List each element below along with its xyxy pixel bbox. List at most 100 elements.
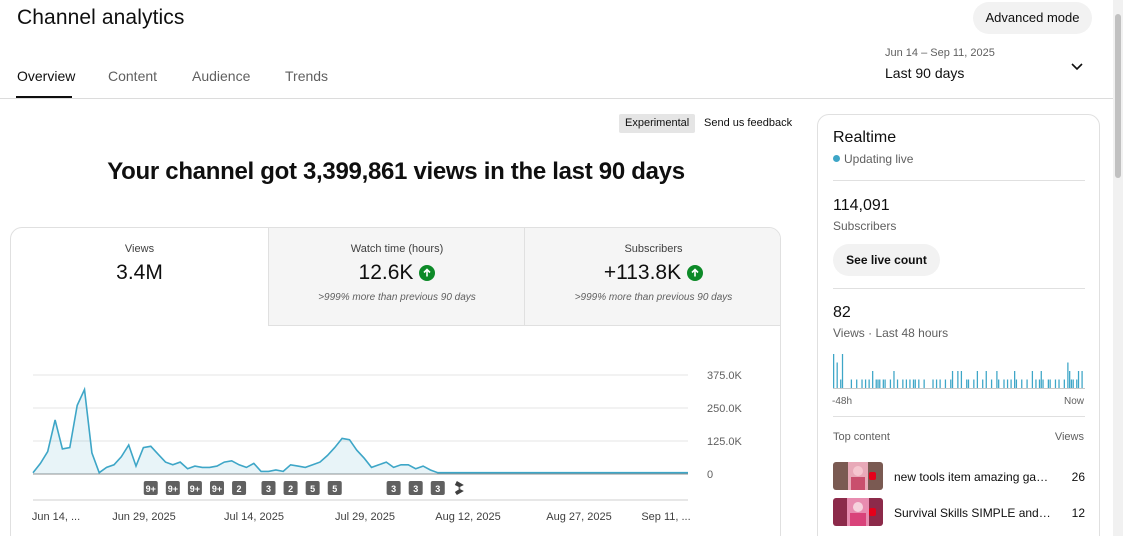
arrow-up-icon: [419, 265, 436, 281]
video-marker-label: 9+: [168, 484, 178, 494]
realtime-bar: [1076, 379, 1078, 388]
realtime-bar: [836, 362, 838, 388]
metric-watch-time[interactable]: Watch time (hours) 12.6K >999% more than…: [268, 228, 525, 326]
realtime-bar: [1010, 379, 1012, 388]
date-range-label[interactable]: Last 90 days: [885, 65, 965, 81]
video-marker-label: 2: [237, 484, 242, 494]
views-chart[interactable]: 0 125.0K 250.0K 375.0K Jun 14, ... Jun 29, 20…: [0, 340, 781, 536]
realtime-bar: [966, 379, 968, 388]
realtime-bar: [1042, 379, 1044, 388]
arrow-up-icon: [687, 265, 704, 281]
page-scrollbar[interactable]: [1113, 0, 1123, 536]
realtime-bar: [1003, 379, 1005, 388]
top-bar: Channel analytics Advanced mode: [0, 0, 1113, 36]
realtime-bar: [1081, 371, 1083, 388]
realtime-bar: [861, 379, 863, 388]
video-marker-label: 9+: [190, 484, 200, 494]
shorts-icon: [454, 481, 464, 495]
video-thumbnail[interactable]: [833, 498, 883, 526]
tab-audience[interactable]: Audience: [192, 68, 251, 84]
realtime-bar: [951, 371, 954, 388]
realtime-bar: [976, 371, 979, 388]
realtime-title: Realtime: [833, 129, 897, 146]
video-marker-label: 3: [413, 484, 418, 494]
top-content-row[interactable]: Survival Skills SIMPLE and U... 12: [833, 498, 1085, 528]
realtime-bar: [967, 379, 970, 388]
video-marker: [386, 481, 401, 495]
video-marker-label: 5: [310, 484, 315, 494]
realtime-bar: [850, 379, 853, 388]
axis-end-label: Now: [1063, 396, 1084, 407]
top-views-label: Views: [1054, 431, 1084, 443]
divider: [833, 288, 1085, 289]
realtime-bar: [990, 379, 993, 388]
realtime-bar: [960, 371, 963, 388]
video-marker: [143, 481, 158, 495]
realtime-bar: [872, 371, 874, 388]
realtime-bar: [973, 379, 975, 388]
divider: [833, 180, 1085, 181]
realtime-bar: [882, 379, 884, 388]
metric-comparison: >999% more than previous 90 days: [574, 292, 733, 303]
scrollbar-thumb[interactable]: [1115, 14, 1121, 178]
realtime-bar: [896, 379, 899, 388]
realtime-bar: [1063, 379, 1065, 388]
realtime-bar: [868, 379, 870, 388]
realtime-bar: [944, 379, 947, 388]
video-marker: [408, 481, 423, 495]
realtime-bar: [1054, 379, 1057, 388]
video-marker: [430, 481, 445, 495]
realtime-bar: [1067, 362, 1069, 388]
metric-subscribers[interactable]: Subscribers +113.8K >999% more than prev…: [524, 228, 780, 326]
metric-label: Watch time (hours): [350, 243, 444, 255]
x-tick-label: Jul 14, 2025: [224, 511, 284, 523]
tab-content[interactable]: Content: [108, 68, 158, 84]
x-tick-label: Sep 11, ...: [641, 511, 690, 523]
realtime-bar: [1070, 379, 1073, 388]
realtime-bar: [982, 379, 984, 388]
realtime-card: Realtime Updating live 114,091 Subscribe…: [817, 114, 1100, 536]
live-status: Updating live: [844, 152, 914, 166]
see-live-count-button[interactable]: See live count: [833, 244, 940, 276]
send-feedback-link[interactable]: Send us feedback: [704, 117, 793, 129]
realtime-bar: [905, 379, 908, 388]
metrics-card: Views 3.4M Watch time (hours) 12.6K >999…: [10, 227, 781, 536]
realtime-bar: [877, 379, 879, 388]
top-content-views: 26: [1071, 470, 1085, 484]
video-marker-label: 3: [266, 484, 271, 494]
top-content-title[interactable]: Survival Skills SIMPLE and U...: [894, 506, 1051, 520]
realtime-bar: [1035, 379, 1037, 388]
realtime-bar: [841, 354, 844, 388]
realtime-bar: [856, 379, 858, 388]
video-marker: [187, 481, 202, 495]
date-range-text[interactable]: Jun 14 – Sep 11, 2025: [885, 47, 995, 59]
tab-trends[interactable]: Trends: [285, 68, 329, 84]
realtime-bar: [1015, 379, 1018, 388]
advanced-mode-button[interactable]: Advanced mode: [973, 2, 1092, 34]
video-marker: [283, 481, 298, 495]
realtime-bar: [884, 379, 886, 388]
y-tick-label: 250.0K: [707, 403, 743, 415]
metric-value: +113.8K: [603, 261, 682, 284]
metric-label: Subscribers: [624, 243, 683, 255]
experimental-badge: Experimental: [619, 114, 696, 133]
metric-views[interactable]: Views 3.4M: [11, 228, 268, 326]
video-marker-label: 3: [435, 484, 440, 494]
y-tick-label: 0: [707, 469, 713, 481]
metric-label: Views: [124, 243, 155, 255]
top-content-row[interactable]: new tools item amazing gad... 26: [833, 462, 1085, 492]
y-tick-label: 375.0K: [707, 370, 743, 382]
realtime-views-bars[interactable]: [833, 351, 1085, 389]
chevron-down-icon[interactable]: [1069, 58, 1085, 74]
active-tab-indicator: [16, 96, 72, 98]
video-thumbnail[interactable]: [833, 462, 883, 490]
tab-overview[interactable]: Overview: [17, 68, 76, 84]
realtime-bar: [1021, 379, 1023, 388]
tab-bar: Overview Content Audience Trends Jun 14 …: [0, 36, 1113, 99]
x-tick-label: Jul 29, 2025: [335, 511, 395, 523]
x-tick-label: Jun 14, ...: [32, 511, 80, 523]
realtime-bar: [932, 379, 934, 388]
realtime-bar: [840, 379, 842, 388]
video-marker: [232, 481, 247, 495]
top-content-title[interactable]: new tools item amazing gad...: [894, 470, 1051, 484]
